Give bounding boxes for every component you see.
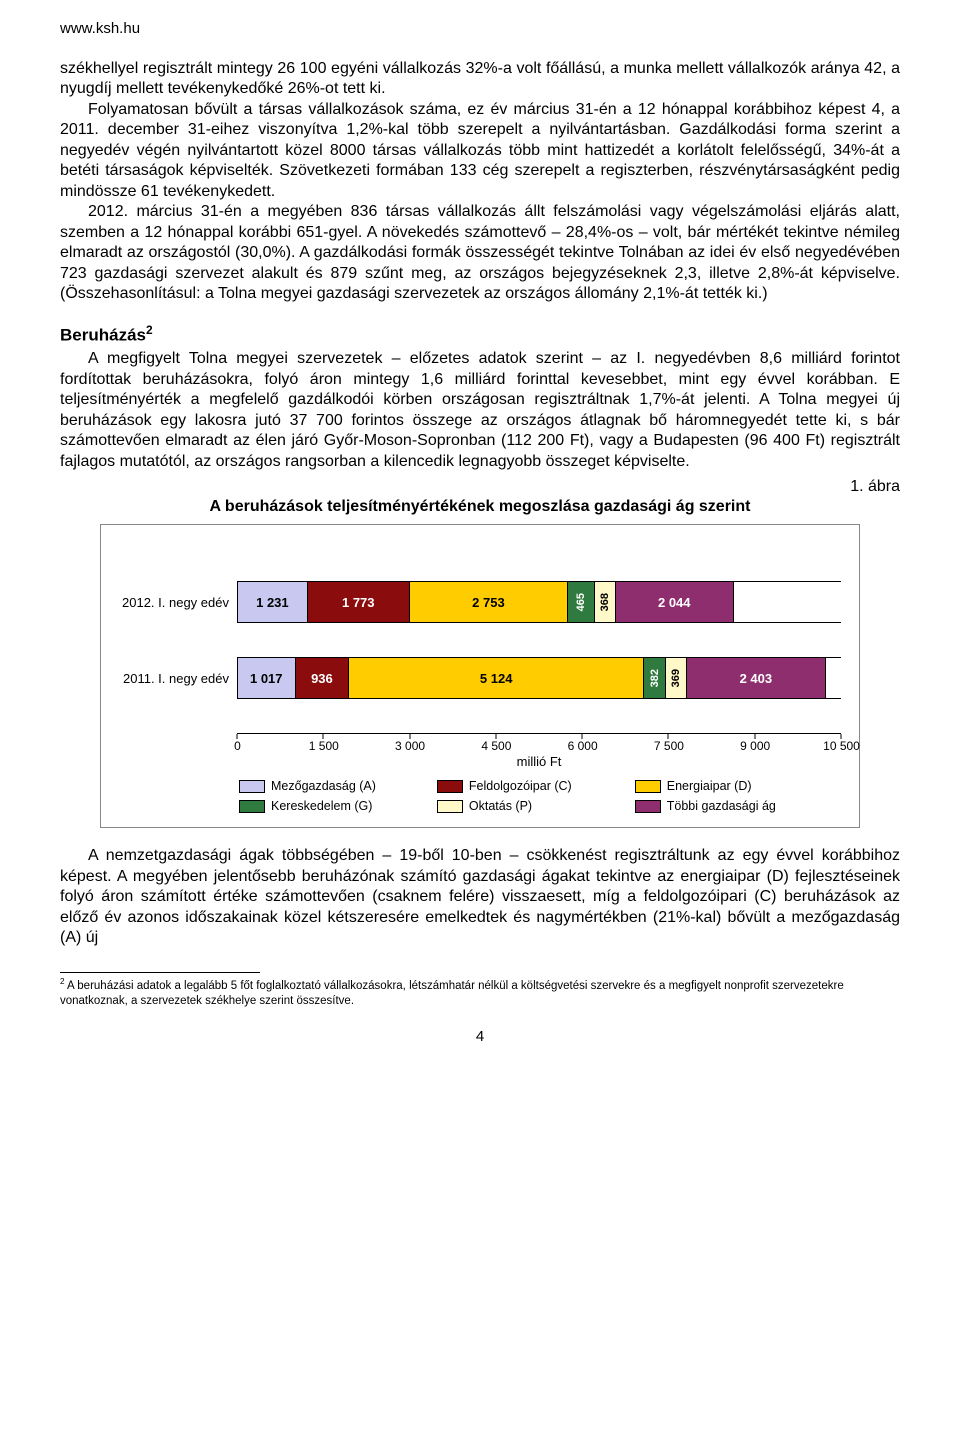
bar-segment: 368	[595, 582, 616, 622]
axis-tick: 7 500	[668, 734, 669, 739]
legend-label: Kereskedelem (G)	[271, 799, 372, 813]
bar-segment: 1 017	[237, 658, 296, 698]
bar-row-label: 2011. I. negy edév	[119, 671, 237, 686]
bar-segment: 936	[296, 658, 350, 698]
bar-segment: 2 753	[410, 582, 568, 622]
axis-tick: 10 500	[841, 734, 842, 739]
bar-segment: 1 231	[237, 582, 308, 622]
legend-swatch	[635, 800, 661, 813]
footnote: 2 A beruházási adatok a legalább 5 főt f…	[60, 977, 900, 1008]
legend-label: Többi gazdasági ág	[667, 799, 776, 813]
legend-swatch	[437, 780, 463, 793]
stacked-bar-chart: 2012. I. negy edév1 2311 7732 7534653682…	[100, 524, 860, 828]
bar-row-label: 2012. I. negy edév	[119, 595, 237, 610]
legend-swatch	[437, 800, 463, 813]
bar-segment: 5 124	[349, 658, 644, 698]
axis-tick: 9 000	[754, 734, 755, 739]
legend-item: Energiaipar (D)	[635, 779, 821, 793]
para-1b: Folyamatosan bővült a társas vállalkozás…	[60, 100, 900, 202]
bar-track: 1 2311 7732 7534653682 044	[237, 581, 841, 623]
paragraph-block-1: székhellyel regisztrált mintegy 26 100 e…	[60, 59, 900, 305]
axis-label: millió Ft	[237, 754, 841, 769]
legend-item: Oktatás (P)	[437, 799, 623, 813]
para-1a: székhellyel regisztrált mintegy 26 100 e…	[60, 59, 900, 100]
axis-tick: 3 000	[409, 734, 410, 739]
legend-item: Többi gazdasági ág	[635, 799, 821, 813]
paragraph-block-2: A megfigyelt Tolna megyei szervezetek – …	[60, 349, 900, 472]
bar-segment: 369	[666, 658, 687, 698]
legend-item: Kereskedelem (G)	[239, 799, 425, 813]
chart-x-axis: 0 1 500 3 000 4 500 6 000 7 500 9 000 10 500	[237, 733, 841, 752]
legend-swatch	[239, 800, 265, 813]
figure-label: 1. ábra	[60, 478, 900, 496]
footnote-separator	[60, 972, 260, 973]
bar-segment: 2 403	[687, 658, 825, 698]
legend-label: Oktatás (P)	[469, 799, 532, 813]
bar-segment: 465	[568, 582, 595, 622]
document-page: www.ksh.hu székhellyel regisztrált minte…	[30, 0, 930, 1065]
para-1c: 2012. március 31-én a megyében 836 társa…	[60, 202, 900, 304]
bar-segment: 382	[644, 658, 666, 698]
para-2a: A megfigyelt Tolna megyei szervezetek – …	[60, 349, 900, 472]
legend-swatch	[239, 780, 265, 793]
paragraph-block-3: A nemzetgazdasági ágak többségében – 19-…	[60, 846, 900, 948]
header-url: www.ksh.hu	[60, 20, 900, 37]
chart-legend: Mezőgazdaság (A) Feldolgozóipar (C) Energi…	[239, 779, 821, 819]
bar-segment: 2 044	[616, 582, 734, 622]
page-number: 4	[60, 1028, 900, 1045]
para-3: A nemzetgazdasági ágak többségében – 19-…	[60, 846, 900, 948]
legend-label: Feldolgozóipar (C)	[469, 779, 572, 793]
chart-title: A beruházások teljesítményértékének mego…	[60, 498, 900, 516]
legend-swatch	[635, 780, 661, 793]
axis-tick: 4 500	[495, 734, 496, 739]
section-title-beruhazas: Beruházás2	[60, 323, 900, 346]
bar-track: 1 0179365 1243823692 403	[237, 657, 841, 699]
bar-row: 2012. I. negy edév1 2311 7732 7534653682…	[119, 581, 841, 623]
bar-row: 2011. I. negy edév1 0179365 1243823692 4…	[119, 657, 841, 699]
axis-tick: 6 000	[582, 734, 583, 739]
legend-item: Mezőgazdaság (A)	[239, 779, 425, 793]
legend-label: Energiaipar (D)	[667, 779, 752, 793]
axis-tick: 1 500	[323, 734, 324, 739]
axis-tick: 0	[237, 734, 238, 739]
legend-label: Mezőgazdaság (A)	[271, 779, 376, 793]
legend-item: Feldolgozóipar (C)	[437, 779, 623, 793]
bar-segment: 1 773	[308, 582, 410, 622]
